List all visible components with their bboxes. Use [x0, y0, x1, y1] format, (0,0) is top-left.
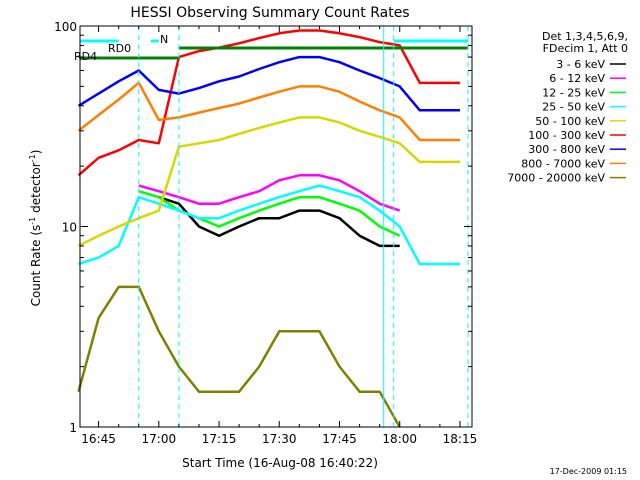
x-tick-label: 18:15 — [443, 432, 478, 446]
series-line — [138, 174, 401, 212]
y-tick-label: 1 — [69, 421, 77, 435]
series-line — [77, 116, 460, 248]
legend-entry-label: 12 - 25 keV — [542, 86, 605, 99]
series-line — [77, 81, 460, 142]
legend-entry-label: 3 - 6 keV — [556, 58, 605, 71]
date-stamp: 17-Dec-2009 01:15 — [550, 467, 627, 476]
series-line — [77, 55, 460, 112]
series-line — [78, 184, 460, 266]
y-axis-label-part: Count Rate (s — [29, 225, 43, 307]
x-tick-label: 17:00 — [142, 432, 177, 446]
y-axis-label: Count Rate (s-1 detector-1) — [28, 150, 43, 307]
x-tick-label: 18:00 — [382, 432, 417, 446]
rd4-label: RD4 — [74, 50, 97, 63]
chart-title: HESSI Observing Summary Count Rates — [130, 5, 409, 21]
legend-entry-label: 800 - 7000 keV — [521, 157, 605, 170]
legend-entry-label: 50 - 100 keV — [535, 115, 605, 128]
y-axis-label-part: ) — [29, 150, 43, 155]
series-line — [77, 285, 401, 428]
x-tick-label: 16:45 — [81, 432, 116, 446]
legend-entry-label: 7000 - 20000 keV — [507, 172, 605, 185]
y-axis-label-part: detector — [29, 162, 43, 217]
series-line — [77, 29, 460, 177]
series-line — [158, 196, 400, 248]
legend-header-line: FDecim 1, Att 0 — [543, 42, 628, 55]
chart-marks — [77, 29, 460, 428]
legend-entry-label: 300 - 800 keV — [528, 143, 605, 156]
n-label: N — [160, 33, 168, 46]
legend: Det 1,3,4,5,6,9, FDecim 1, Att 0 3 - 6 k… — [507, 30, 628, 185]
legend-header-line: Det 1,3,4,5,6,9, — [542, 30, 628, 43]
x-tick-label: 17:30 — [262, 432, 297, 446]
y-axis-label-exponent: -1 — [28, 217, 37, 225]
y-axis: 1 10 100 — [54, 20, 472, 435]
legend-entry-label: 25 - 50 keV — [542, 101, 605, 114]
y-tick-label: 10 — [62, 221, 77, 235]
y-tick-label: 100 — [54, 20, 77, 34]
rd0-label: RD0 — [108, 42, 131, 55]
legend-entry-label: 6 - 12 keV — [549, 72, 605, 85]
x-axis: 16:45 17:00 17:15 17:30 17:45 18:00 18:15 — [81, 26, 477, 446]
y-axis-label-exponent: -1 — [28, 154, 37, 162]
x-tick-label: 17:45 — [322, 432, 357, 446]
x-axis-label: Start Time (16-Aug-08 16:40:22) — [182, 456, 378, 470]
legend-entry-label: 100 - 300 keV — [528, 129, 605, 142]
x-tick-label: 17:15 — [202, 432, 237, 446]
